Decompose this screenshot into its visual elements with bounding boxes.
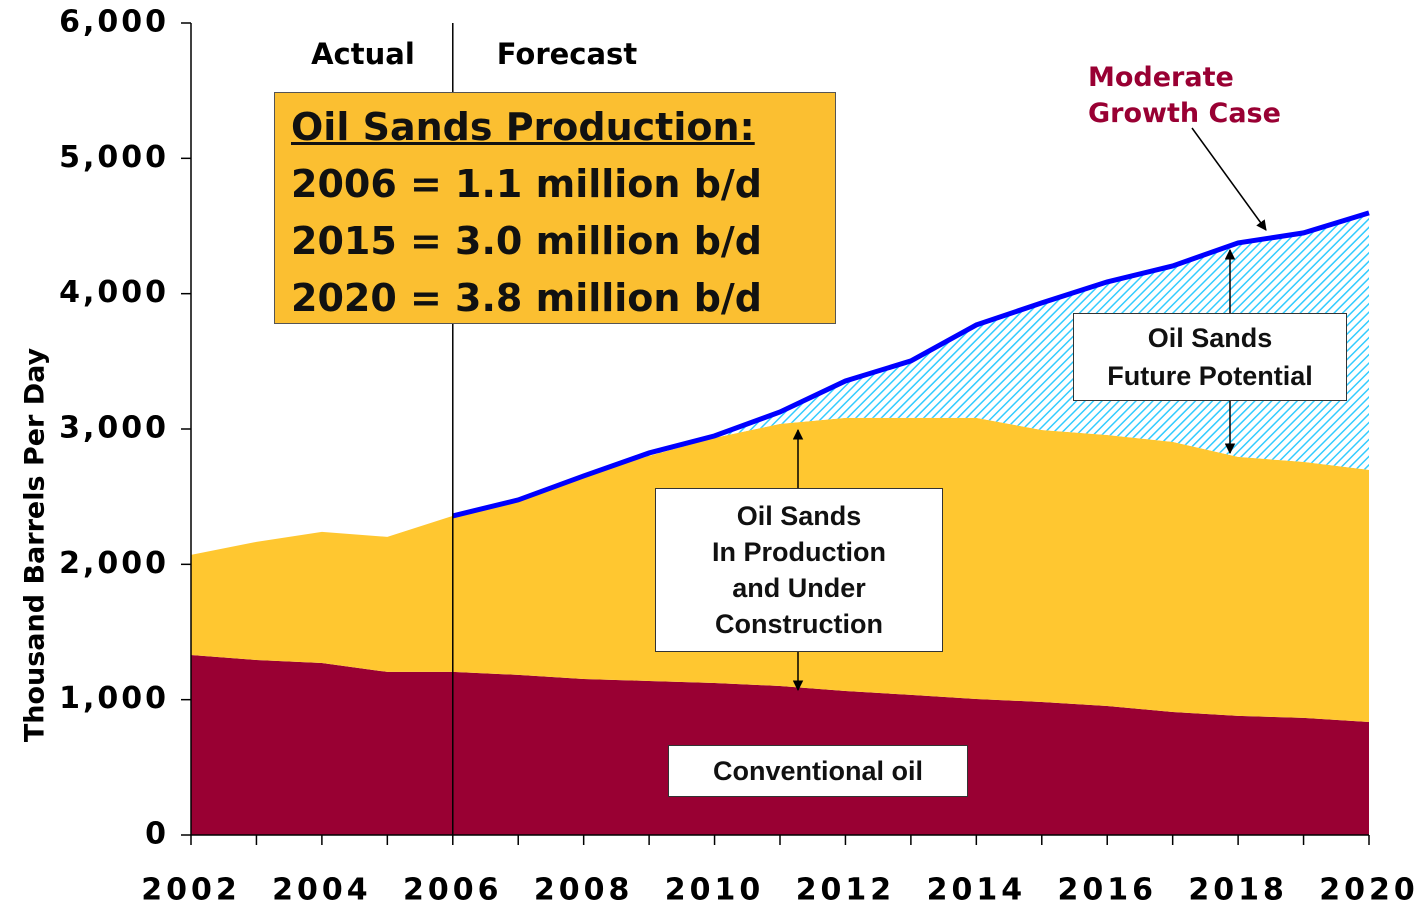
x-tick-label: 2004 [272, 873, 372, 908]
y-tick-label: 5,000 [59, 140, 169, 175]
info-box: Oil Sands Production: 2006 = 1.1 million… [274, 92, 836, 324]
x-tick-label: 2016 [1057, 873, 1157, 908]
y-tick-label: 2,000 [59, 546, 169, 581]
y-tick-label: 0 [145, 817, 169, 852]
y-tick-label: 3,000 [59, 411, 169, 446]
series-label: Oil Sands Future Potential [1073, 313, 1347, 401]
info-line: 2020 = 3.8 million b/d [291, 276, 762, 320]
y-tick-label: 4,000 [59, 275, 169, 310]
info-line: Oil Sands Production: [291, 105, 755, 149]
annotation: Moderate Growth Case [1088, 62, 1281, 129]
x-tick-label: 2012 [796, 873, 896, 908]
x-tick-label: 2018 [1188, 873, 1288, 908]
x-tick-label: 2020 [1319, 873, 1419, 908]
info-line: 2015 = 3.0 million b/d [291, 219, 762, 263]
area [452, 212, 1369, 516]
x-tick-label: 2010 [665, 873, 765, 908]
arrow [1191, 127, 1267, 231]
series-label: Oil Sands In Production and Under Constr… [655, 488, 943, 652]
x-tick-label: 2008 [534, 873, 634, 908]
info-line: 2006 = 1.1 million b/d [291, 162, 762, 206]
line [452, 210, 1370, 519]
x-tick-label: 2006 [403, 873, 503, 908]
y-axis-label: Thousand Barrels Per Day [20, 347, 51, 742]
divider-label: Actual [311, 37, 415, 71]
y-tick-label: 1,000 [59, 681, 169, 716]
divider-label: Forecast [497, 37, 638, 71]
x-tick-label: 2002 [141, 873, 241, 908]
y-tick-label: 6,000 [59, 5, 169, 40]
x-tick-label: 2014 [927, 873, 1027, 908]
series-label: Conventional oil [668, 745, 968, 797]
